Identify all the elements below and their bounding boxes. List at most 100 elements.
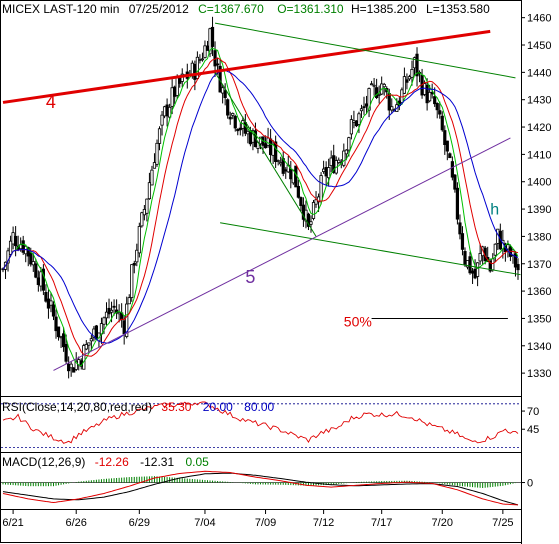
- rsi-high: 80.00: [244, 400, 274, 414]
- candle-body: [400, 89, 404, 103]
- candle-body: [407, 76, 412, 80]
- candle-body: [61, 333, 66, 348]
- candle-body: [49, 300, 53, 306]
- candle-body: [46, 298, 51, 309]
- label-h: h: [490, 202, 499, 219]
- candle-body: [422, 83, 427, 95]
- candle-body: [226, 99, 230, 116]
- candle-body: [468, 256, 472, 274]
- candle-body: [276, 160, 280, 162]
- date-tick-label: 7/17: [371, 517, 392, 529]
- candle-body: [364, 103, 369, 107]
- rsi-panel: 70 45: [1, 401, 539, 448]
- date-tick-label: 6/21: [2, 517, 23, 529]
- macd-label: MACD(12,26,9): [2, 455, 85, 469]
- date-tick-label: 7/09: [255, 517, 276, 529]
- candle-body: [354, 120, 359, 127]
- label-5: 5: [245, 267, 255, 287]
- candle-body: [362, 106, 366, 109]
- candle-body: [284, 169, 288, 172]
- macd-panel: 0: [1, 470, 533, 506]
- candle-body: [248, 130, 253, 145]
- candle-body: [473, 268, 477, 279]
- price-tick-label: 1460: [527, 13, 551, 25]
- candle-body: [460, 233, 465, 250]
- candle-body: [324, 166, 328, 177]
- candle-body: [64, 343, 68, 362]
- candle-body: [493, 243, 497, 256]
- macd-value: -12.26: [95, 455, 129, 469]
- candle-body: [478, 253, 482, 262]
- candle-body: [155, 142, 159, 165]
- candle-body: [289, 168, 293, 180]
- candle-body: [359, 108, 364, 112]
- candle-body: [516, 264, 520, 271]
- candle-body: [72, 367, 76, 373]
- candle-body: [322, 168, 326, 172]
- label-50: 50%: [344, 314, 372, 330]
- rsi-low: 20.00: [203, 400, 233, 414]
- candle-body: [210, 26, 215, 47]
- candle-body: [203, 45, 207, 58]
- candle-body: [51, 304, 56, 317]
- candle-body: [122, 320, 126, 335]
- date-tick-label: 6/29: [129, 517, 150, 529]
- candle-body: [104, 311, 109, 319]
- price-tick-label: 1360: [527, 286, 551, 298]
- price-tick-label: 1330: [527, 368, 551, 380]
- candle-body: [198, 59, 202, 61]
- ma-mid-line: [2, 57, 519, 357]
- price-tick-label: 1370: [527, 259, 551, 271]
- candle-body: [369, 83, 374, 86]
- candle-body: [246, 130, 250, 135]
- candle-body: [367, 88, 371, 111]
- candle-body: [142, 209, 146, 216]
- candle-body: [352, 120, 356, 123]
- candle-body: [102, 317, 106, 325]
- candle-body: [44, 292, 48, 302]
- date-tick-label: 6/26: [65, 517, 86, 529]
- candle-body: [223, 90, 227, 99]
- candle-body: [455, 187, 460, 220]
- candle-body: [54, 316, 58, 332]
- candle-body: [382, 83, 386, 88]
- candle-body: [205, 45, 210, 51]
- candle-body: [506, 244, 510, 250]
- candle-body: [14, 235, 18, 247]
- header-high: H=1385.200: [351, 2, 417, 16]
- candle-body: [236, 128, 240, 132]
- date-axis-ticks: 6/21 6/26 6/29 7/04 7/09 7/12 7/17 7/20 7/25: [2, 510, 514, 529]
- candle-body: [107, 307, 111, 315]
- macd-tick-label: 0: [527, 478, 533, 490]
- candle-body: [238, 127, 242, 131]
- price-panel-frame: [0, 0, 522, 397]
- candle-body: [195, 56, 199, 79]
- price-tick-label: 1380: [527, 231, 551, 243]
- candle-body: [311, 202, 316, 219]
- rsi-line: [2, 401, 519, 444]
- rsi-header: RSI(Close,14,20,80,red,red) 35.30 20.00 …: [2, 400, 275, 414]
- candle-body: [453, 174, 457, 190]
- candle-body: [448, 153, 452, 159]
- rsi-tick-label: 45: [527, 424, 539, 436]
- candle-body: [405, 79, 409, 83]
- candle-body: [274, 141, 278, 163]
- candle-body: [440, 115, 444, 131]
- candle-body: [476, 262, 480, 277]
- candle-body: [26, 247, 30, 257]
- candle-body: [443, 130, 447, 146]
- candle-body: [279, 162, 283, 165]
- candle-body: [243, 122, 247, 134]
- price-candles: [1, 16, 520, 379]
- candle-body: [435, 103, 439, 111]
- candle-body: [425, 84, 429, 104]
- price-tick-label: 1430: [527, 95, 551, 107]
- candle-body: [87, 342, 91, 346]
- candle-body: [445, 140, 449, 152]
- candle-body: [296, 185, 300, 198]
- header-low: L=1353.580: [426, 2, 490, 16]
- candle-body: [306, 213, 311, 227]
- candle-body: [233, 115, 237, 129]
- header-date: 07/25/2012: [129, 2, 189, 16]
